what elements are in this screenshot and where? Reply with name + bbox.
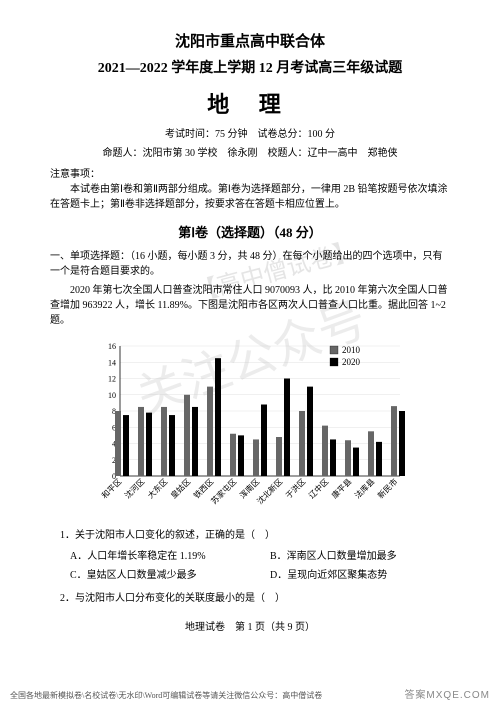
svg-text:16: 16 bbox=[108, 342, 116, 351]
page-footer: 地理试卷 第 1 页（共 9 页） bbox=[50, 618, 450, 633]
svg-text:法库县: 法库县 bbox=[352, 476, 376, 500]
question-1-options: A．人口年增长率稳定在 1.19% B．浑南区人口数量增加最多 C．皇姑区人口数… bbox=[50, 545, 450, 583]
svg-text:康平县: 康平县 bbox=[329, 476, 353, 500]
svg-text:2020: 2020 bbox=[342, 357, 361, 367]
svg-text:皇姑区: 皇姑区 bbox=[168, 476, 192, 500]
q1-option-b: B．浑南区人口数量增加最多 bbox=[250, 545, 450, 564]
question-1-stem: 1．关于沈阳市人口变化的叙述，正确的是（ ） bbox=[50, 526, 450, 541]
svg-text:2010: 2010 bbox=[342, 345, 361, 355]
svg-text:12: 12 bbox=[108, 375, 116, 384]
q1-option-d: D．呈现向近郊区聚集态势 bbox=[250, 564, 450, 583]
notice-text: 本试卷由第Ⅰ卷和第Ⅱ两部分组成。第Ⅰ卷为选择题部分，一律用 2B 铅笔按题号依次… bbox=[50, 182, 450, 212]
q1-option-c: C．皇姑区人口数量减少最多 bbox=[50, 564, 250, 583]
bottom-logo: 答案MXQE.COM bbox=[404, 686, 490, 701]
section-1-intro: 一、单项选择题：（16 小题，每小题 3 分，共 48 分）在每个小题给出的四个… bbox=[50, 249, 450, 279]
authors: 命题人：沈阳市第 30 学校 徐永刚 校题人：辽中一高中 郑艳侠 bbox=[50, 144, 450, 159]
svg-text:14: 14 bbox=[108, 358, 116, 367]
header-title-2: 2021—2022 学年度上学期 12 月考试高三年级试题 bbox=[50, 57, 450, 77]
svg-text:于洪区: 于洪区 bbox=[283, 476, 307, 500]
svg-text:苏家屯区: 苏家屯区 bbox=[209, 476, 239, 506]
passage-1: 2020 年第七次全国人口普查沈阳市常住人口 9070093 人，比 2010 … bbox=[50, 283, 450, 328]
subject-title: 地 理 bbox=[50, 87, 450, 119]
question-2-stem: 2．与沈阳市人口分布变化的关联度最小的是（ ） bbox=[50, 589, 450, 604]
header-title-1: 沈阳市重点高中联合体 bbox=[50, 30, 450, 51]
bottom-note: 全国各地最新模拟卷\名校试卷\无水印\Word可编辑试卷等请关注微信公众号：高中… bbox=[10, 690, 322, 701]
svg-text:辽中区: 辽中区 bbox=[306, 476, 330, 500]
svg-text:沈北新区: 沈北新区 bbox=[255, 476, 285, 506]
svg-text:沈河区: 沈河区 bbox=[122, 476, 146, 500]
population-chart: 0246810121416和平区沈河区大东区皇姑区铁西区苏家屯区浑南区沈北新区于… bbox=[90, 336, 410, 516]
svg-text:新民市: 新民市 bbox=[375, 476, 399, 500]
notice-label: 注意事项： bbox=[50, 165, 450, 180]
svg-text:10: 10 bbox=[108, 391, 116, 400]
section-1-title: 第Ⅰ卷（选择题）（48 分） bbox=[50, 222, 450, 241]
q1-option-a: A．人口年增长率稳定在 1.19% bbox=[50, 545, 250, 564]
svg-text:大东区: 大东区 bbox=[145, 476, 169, 500]
exam-info: 考试时间：75 分钟 试卷总分：100 分 bbox=[50, 125, 450, 140]
